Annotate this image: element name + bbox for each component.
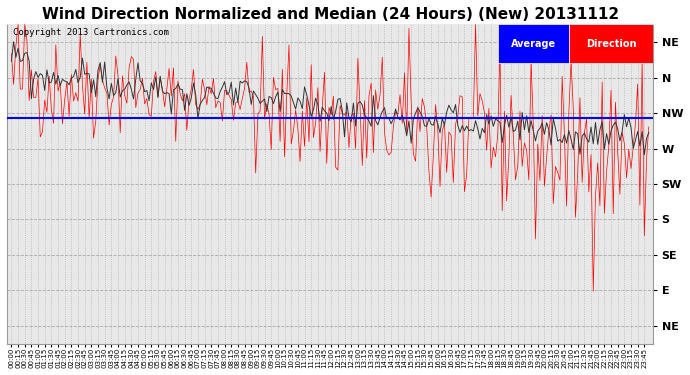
FancyBboxPatch shape [498, 24, 569, 63]
FancyBboxPatch shape [569, 24, 653, 63]
Text: Copyright 2013 Cartronics.com: Copyright 2013 Cartronics.com [13, 28, 169, 37]
Text: Direction: Direction [586, 39, 636, 49]
Title: Wind Direction Normalized and Median (24 Hours) (New) 20131112: Wind Direction Normalized and Median (24… [41, 7, 619, 22]
Text: Average: Average [511, 39, 556, 49]
